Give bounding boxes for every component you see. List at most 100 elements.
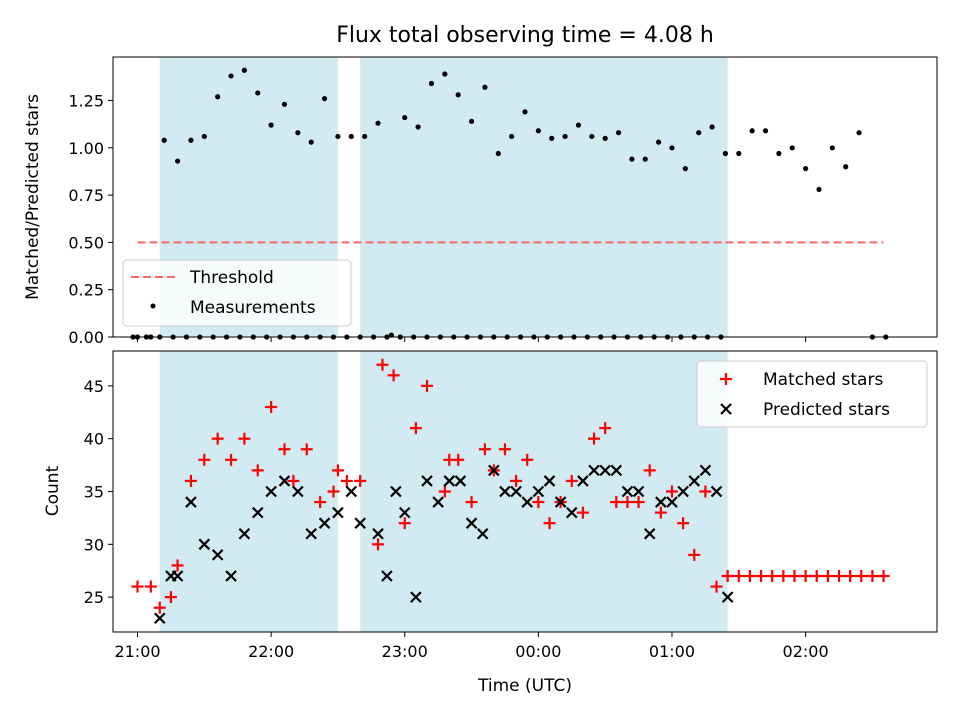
top-legend-box	[122, 259, 352, 327]
data-point	[362, 133, 368, 140]
data-point	[184, 474, 197, 487]
data-point	[153, 601, 166, 614]
data-point	[833, 570, 846, 583]
data-point	[321, 96, 328, 102]
data-point	[381, 570, 393, 582]
data-point	[654, 506, 667, 519]
data-point	[454, 475, 467, 487]
data-point	[721, 591, 734, 603]
legend-threshold-label: Threshold	[189, 268, 274, 288]
data-point	[174, 158, 181, 164]
data-point	[372, 527, 384, 540]
legend-measurements-swatch	[150, 303, 156, 309]
data-point	[721, 570, 734, 583]
data-point	[398, 506, 411, 519]
data-point	[161, 137, 167, 143]
data-point	[292, 485, 304, 498]
data-point	[340, 474, 353, 487]
data-point	[543, 517, 556, 530]
data-point	[669, 145, 675, 151]
data-point	[375, 120, 381, 126]
y-tick-label-5: 1.25	[68, 92, 104, 111]
data-point	[803, 166, 809, 172]
data-point	[215, 94, 221, 100]
data-point	[409, 422, 422, 435]
data-point	[682, 166, 688, 172]
x-tick-label-0: 21:00	[114, 642, 160, 661]
data-point	[332, 506, 344, 519]
data-point	[499, 485, 511, 498]
data-point	[521, 496, 534, 508]
data-point	[251, 464, 264, 477]
data-point	[510, 485, 522, 498]
data-point	[788, 570, 801, 583]
data-point	[699, 485, 712, 498]
y-tick-label-2: 35	[84, 483, 104, 502]
data-point	[535, 128, 541, 134]
data-point	[789, 145, 795, 151]
shaded-interval-0	[159, 351, 338, 632]
data-point	[421, 475, 433, 487]
data-point	[565, 506, 578, 519]
data-point	[354, 517, 366, 529]
data-point	[238, 527, 251, 540]
data-point	[432, 496, 444, 508]
y-tick-label-0: 25	[84, 588, 104, 607]
data-point	[688, 475, 701, 487]
data-point	[305, 527, 317, 540]
data-point	[642, 156, 648, 162]
data-point	[478, 443, 491, 456]
data-point	[562, 133, 568, 140]
data-point	[589, 133, 595, 140]
data-point	[131, 580, 144, 593]
data-point	[543, 475, 556, 487]
data-point	[588, 432, 601, 445]
top-axes-frame	[112, 56, 938, 338]
data-point	[495, 150, 501, 157]
y-tick-label-1: 30	[84, 535, 104, 554]
data-point	[268, 122, 274, 128]
data-point	[615, 130, 622, 136]
data-point	[521, 453, 534, 466]
data-point	[354, 474, 367, 487]
data-point	[443, 475, 456, 487]
y-tick-label-4: 1.00	[68, 139, 104, 158]
data-point	[153, 612, 166, 625]
data-point	[265, 400, 278, 413]
data-point	[442, 71, 448, 77]
bottom-y-axis-label: Count	[43, 465, 63, 516]
data-point	[554, 496, 567, 508]
data-point	[766, 570, 779, 583]
x-tick-label-2: 23:00	[382, 642, 428, 661]
data-point	[576, 506, 589, 519]
data-point	[732, 570, 745, 583]
data-point	[468, 118, 475, 124]
data-point	[655, 496, 667, 508]
data-point	[251, 506, 264, 519]
data-point	[610, 496, 623, 509]
data-point	[709, 124, 715, 130]
data-point	[632, 496, 645, 509]
data-point	[318, 517, 331, 529]
data-point	[345, 485, 358, 498]
data-point	[171, 570, 184, 582]
data-point	[866, 570, 879, 583]
data-point	[855, 570, 868, 583]
legend-measurements-label: Measurements	[190, 298, 316, 318]
data-point	[522, 109, 528, 115]
data-point	[255, 90, 261, 96]
data-point	[308, 139, 314, 145]
data-point	[843, 164, 849, 170]
data-point	[171, 559, 184, 572]
data-point	[588, 464, 600, 477]
x-tick-label-4: 01:00	[649, 642, 695, 661]
data-point	[821, 570, 834, 583]
data-point	[185, 496, 197, 508]
data-point	[376, 358, 389, 371]
data-point	[465, 517, 478, 529]
data-point	[743, 570, 756, 583]
data-point	[211, 432, 224, 445]
data-point	[602, 135, 608, 141]
data-point	[348, 133, 354, 140]
data-point	[198, 453, 211, 466]
